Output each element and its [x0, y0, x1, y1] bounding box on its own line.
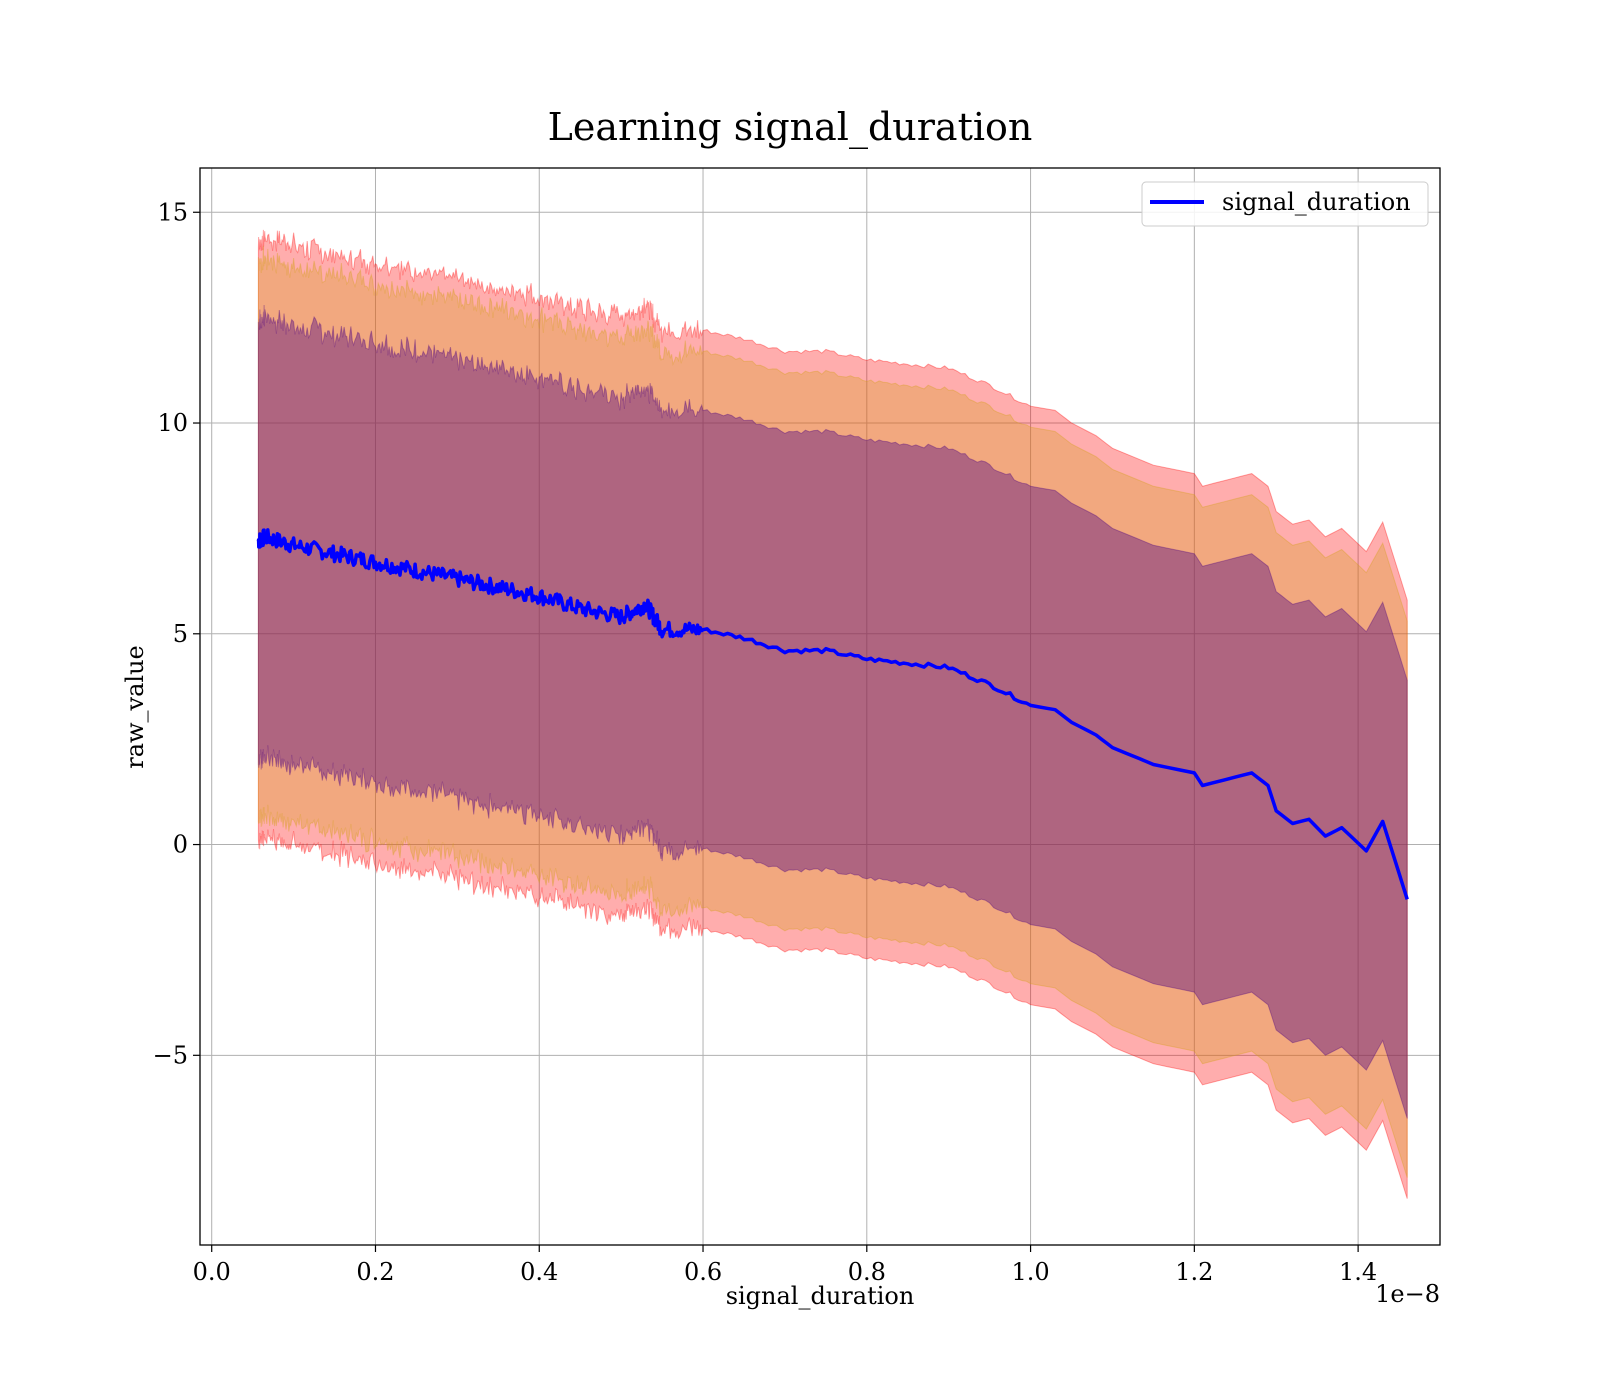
band-2-sigma — [257, 245, 1408, 1178]
y-tick-label-0: 15 — [157, 198, 188, 226]
x-tick-label-2: 0.4 — [520, 1258, 558, 1286]
legend-label-signal-duration: signal_duration — [1222, 188, 1411, 216]
x-tick-label-4: 0.8 — [848, 1258, 886, 1286]
x-tick-label-3: 0.6 — [684, 1258, 722, 1286]
x-tick-label-7: 1.4 — [1339, 1258, 1377, 1286]
y-tick-label-4: −5 — [153, 1041, 188, 1069]
series-line-signal-duration — [256, 528, 1409, 900]
y-axis-label: raw_value — [121, 645, 149, 769]
x-axis-label: signal_duration — [726, 1282, 915, 1310]
x-tick-label-5: 1.0 — [1011, 1258, 1049, 1286]
x-axis-ticks: 0.0 0.2 0.4 0.6 0.8 1.0 1.2 1.4 — [193, 1245, 1377, 1286]
x-axis-offset-label: 1e−8 — [1375, 1280, 1440, 1308]
x-tick-label-0: 0.0 — [193, 1258, 231, 1286]
x-tick-label-6: 1.2 — [1175, 1258, 1213, 1286]
legend: signal_duration — [1141, 181, 1429, 227]
confidence-bands — [257, 229, 1408, 1199]
band-3-sigma — [257, 229, 1408, 1199]
band-1-sigma — [257, 304, 1408, 1119]
y-axis-ticks: 15 10 5 0 −5 — [153, 198, 200, 1069]
y-tick-label-2: 5 — [173, 620, 188, 648]
y-tick-label-3: 0 — [173, 831, 188, 859]
chart-title: Learning signal_duration — [548, 105, 1033, 150]
y-tick-label-1: 10 — [157, 409, 188, 437]
x-tick-label-1: 0.2 — [356, 1258, 394, 1286]
mean-line-layer — [256, 528, 1409, 900]
legend-box — [1141, 181, 1429, 227]
plot-frame — [199, 167, 1441, 1246]
